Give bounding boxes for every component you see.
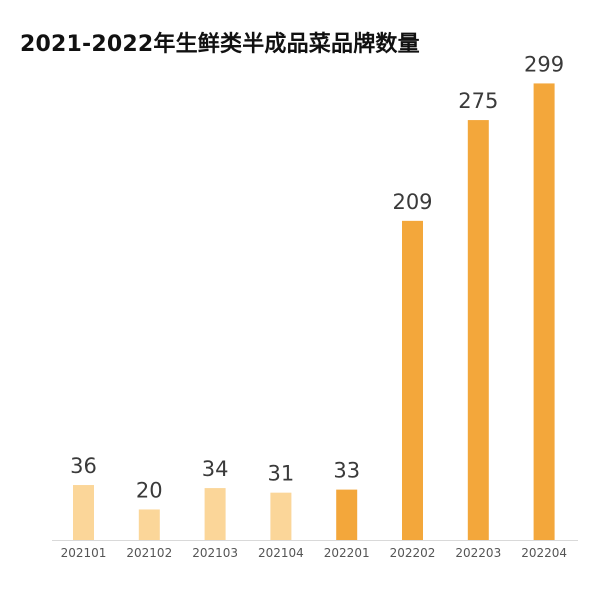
tick-label-202203: 202203 xyxy=(455,546,501,560)
bar-202201 xyxy=(336,489,358,540)
bar-202204 xyxy=(533,83,555,540)
tick-label-202202: 202202 xyxy=(390,546,436,560)
bar-202103 xyxy=(204,488,226,540)
tick-label-202204: 202204 xyxy=(521,546,567,560)
chart-title: 2021-2022年生鲜类半成品菜品牌数量 xyxy=(20,32,420,57)
value-label-202202: 209 xyxy=(392,190,432,214)
bar-202203 xyxy=(467,120,489,540)
tick-label-202102: 202102 xyxy=(126,546,172,560)
bar-202102 xyxy=(138,509,160,540)
value-label-202201: 33 xyxy=(333,459,360,483)
value-labels-group: 36 20 34 31 33 209 275 299 xyxy=(70,52,564,502)
tick-labels-group: 202101 202102 202103 202104 202201 202202 2022… xyxy=(61,546,567,560)
bar-202104 xyxy=(270,492,292,540)
tick-label-202101: 202101 xyxy=(61,546,107,560)
tick-label-202103: 202103 xyxy=(192,546,238,560)
value-label-202203: 275 xyxy=(458,89,498,113)
bar-202202 xyxy=(402,220,423,540)
tick-label-202104: 202104 xyxy=(258,546,304,560)
value-label-202204: 299 xyxy=(524,52,564,76)
value-label-202103: 34 xyxy=(202,457,229,481)
bar-202101 xyxy=(73,485,94,540)
tick-label-202201: 202201 xyxy=(324,546,370,560)
value-label-202101: 36 xyxy=(70,454,97,478)
value-label-202104: 31 xyxy=(268,462,295,486)
value-label-202102: 20 xyxy=(136,478,163,502)
bars-group xyxy=(73,83,555,540)
